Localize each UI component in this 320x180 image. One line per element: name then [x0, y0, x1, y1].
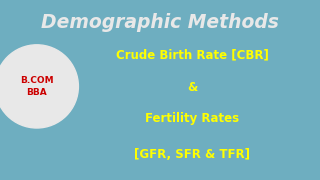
Text: B.COM
BBA: B.COM BBA [20, 76, 54, 97]
Text: &: & [187, 81, 197, 94]
Text: Fertility Rates: Fertility Rates [145, 112, 239, 125]
Text: [GFR, SFR & TFR]: [GFR, SFR & TFR] [134, 148, 250, 161]
Ellipse shape [0, 45, 78, 128]
Text: Demographic Methods: Demographic Methods [41, 13, 279, 32]
Text: Crude Birth Rate [CBR]: Crude Birth Rate [CBR] [116, 49, 268, 62]
